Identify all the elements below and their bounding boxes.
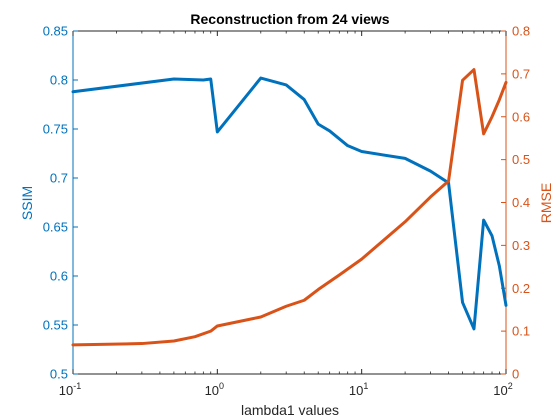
y-left-tick-label: 0.6: [50, 269, 68, 284]
y-left-tick-label: 0.65: [43, 220, 68, 235]
y-axis-left-label: SSIM: [19, 186, 35, 220]
ssim-series-line: [71, 76, 508, 331]
y-right-tick-label: 0.2: [512, 281, 530, 296]
x-tick-label: 10-1: [59, 381, 81, 398]
rmse-series-line: [71, 68, 508, 347]
x-tick-label: 102: [493, 381, 512, 398]
y-right-tick-label: 0: [512, 367, 519, 382]
y-right-tick-label: 0.1: [512, 324, 530, 339]
y-left-tick-label: 0.75: [43, 122, 68, 137]
y-right-tick-label: 0.4: [512, 195, 530, 210]
x-tick-label: 101: [349, 381, 368, 398]
y-left-tick-label: 0.5: [50, 367, 68, 382]
y-left-tick-label: 0.8: [50, 73, 68, 88]
y-right-tick-label: 0.5: [512, 152, 530, 167]
y-right-tick-label: 0.3: [512, 238, 530, 253]
y-left-tick-label: 0.55: [43, 318, 68, 333]
y-left-tick-label: 0.7: [50, 171, 68, 186]
x-tick-label: 100: [205, 381, 224, 398]
chart-title: Reconstruction from 24 views: [190, 11, 389, 27]
y-right-tick-label: 0.8: [512, 24, 530, 39]
x-axis-label: lambda1 values: [241, 402, 339, 418]
y-right-tick-label: 0.7: [512, 66, 530, 81]
y-axis-right-label: RMSE: [538, 183, 554, 223]
y-left-tick-label: 0.85: [43, 24, 68, 39]
y-right-tick-label: 0.6: [512, 109, 530, 124]
